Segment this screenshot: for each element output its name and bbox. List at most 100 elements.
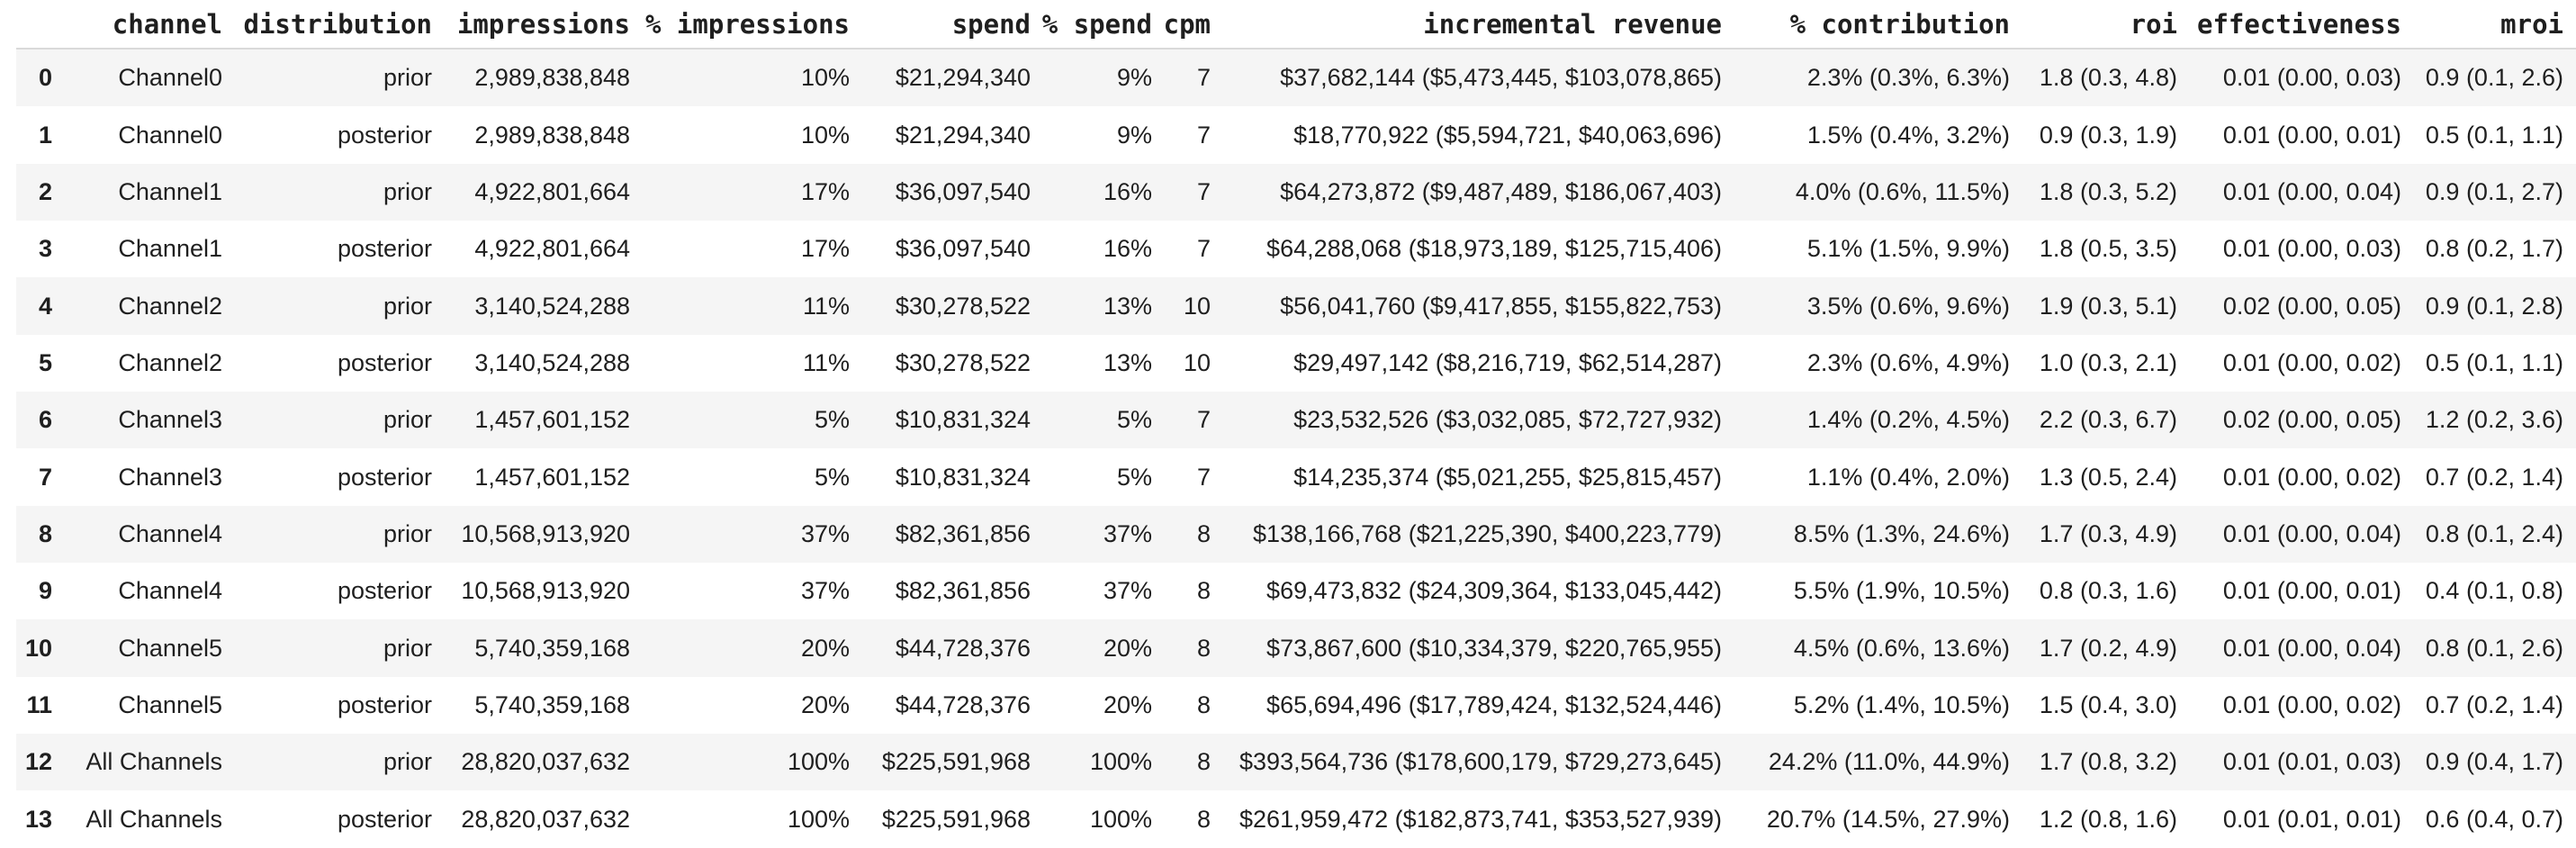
table-row: 1 Channel0 posterior 2,989,838,848 10% $21,29…: [16, 106, 2576, 163]
table-cell: 11%: [802, 292, 850, 320]
table-row: 2 Channel1 prior 4,922,801,664 17% $36,097,54…: [16, 163, 2576, 221]
table-cell: 7: [1196, 64, 1211, 92]
table-cell: 5,740,359,168: [474, 690, 630, 718]
column-header: impressions: [432, 0, 630, 50]
table-cell: 0.01 (0.00, 0.01): [2222, 577, 2401, 605]
table-cell: 8: [1196, 805, 1211, 833]
column-header: spend: [850, 0, 1031, 50]
table-cell: 5.5% (1.9%, 10.5%): [1793, 577, 2010, 605]
table-cell: 1.7 (0.3, 4.9): [2039, 519, 2177, 547]
header-row: channel distribution impressions% impressi…: [16, 0, 2576, 50]
table-cell: 9%: [1116, 121, 1152, 149]
table-row: 13 All Channels posterior 28,820,037,632 100…: [16, 790, 2576, 847]
column-header-index: [16, 0, 52, 50]
table-cell: 0.01 (0.00, 0.02): [2222, 348, 2401, 376]
table-cell: prior: [383, 64, 432, 92]
table-cell: 0.01 (0.00, 0.02): [2222, 690, 2401, 718]
table-cell: 1.5% (0.4%, 3.2%): [1806, 121, 2010, 149]
table-cell: 20%: [1103, 634, 1152, 662]
table-cell: prior: [383, 519, 432, 547]
table-row: 10 Channel5 prior 5,740,359,168 20% $44,728,3…: [16, 619, 2576, 677]
table-cell: $29,497,142 ($8,216,719, $62,514,287): [1293, 348, 1722, 376]
table-cell: posterior: [337, 348, 432, 376]
table-cell: 0.01 (0.01, 0.01): [2222, 805, 2401, 833]
table-cell: 8: [1196, 634, 1211, 662]
table-cell: $261,959,472 ($182,873,741, $353,527,939…: [1239, 805, 1722, 833]
table-cell: 2.3% (0.6%, 4.9%): [1806, 348, 2010, 376]
table-cell: 0.5 (0.1, 1.1): [2425, 121, 2563, 149]
table-cell: 7: [1196, 406, 1211, 434]
table-cell: 37%: [800, 519, 850, 547]
table-cell: 8: [1196, 519, 1211, 547]
table-cell: $18,770,922 ($5,594,721, $40,063,696): [1293, 121, 1722, 149]
row-index-cell: 1: [38, 121, 52, 149]
table-cell: 8.5% (1.3%, 24.6%): [1793, 519, 2010, 547]
table-cell: 20%: [1103, 690, 1152, 718]
table-cell: 0.01 (0.00, 0.02): [2222, 463, 2401, 491]
table-cell: 28,820,037,632: [461, 805, 630, 833]
row-index-cell: 5: [38, 348, 52, 376]
table-cell: All Channels: [86, 748, 222, 776]
table-cell: 1.3 (0.5, 2.4): [2039, 463, 2177, 491]
table-cell: 4.0% (0.6%, 11.5%): [1795, 177, 2010, 205]
table-cell: Channel2: [118, 292, 222, 320]
table-cell: 8: [1196, 577, 1211, 605]
row-index-cell: 10: [24, 634, 52, 662]
table-cell: 1.4% (0.2%, 4.5%): [1806, 406, 2010, 434]
table-cell: 1.9 (0.3, 5.1): [2039, 292, 2177, 320]
table-cell: $44,728,376: [895, 690, 1031, 718]
table-cell: 1,457,601,152: [474, 463, 630, 491]
table-cell: 13%: [1103, 348, 1152, 376]
table-cell: 0.5 (0.1, 1.1): [2425, 348, 2563, 376]
table-cell: Channel4: [118, 519, 222, 547]
table-body: 0 Channel0 prior 2,989,838,848 10% $21,294,34…: [16, 49, 2576, 848]
table-cell: $82,361,856: [895, 519, 1031, 547]
table-cell: All Channels: [86, 805, 222, 833]
table-cell: posterior: [337, 805, 432, 833]
table-cell: 17%: [800, 177, 850, 205]
column-header: % spend: [1031, 0, 1152, 50]
table-cell: 5.2% (1.4%, 10.5%): [1793, 690, 2010, 718]
table-cell: 1.5 (0.4, 3.0): [2039, 690, 2177, 718]
table-cell: 100%: [787, 748, 850, 776]
table-row: 12 All Channels prior 28,820,037,632 100% $22…: [16, 734, 2576, 791]
table-cell: 7: [1196, 177, 1211, 205]
table-cell: $56,041,760 ($9,417,855, $155,822,753): [1280, 292, 1722, 320]
table-cell: $69,473,832 ($24,309,364, $133,045,442): [1266, 577, 1722, 605]
column-header: roi: [2010, 0, 2177, 50]
table-cell: 0.02 (0.00, 0.05): [2222, 292, 2401, 320]
table-cell: 2,989,838,848: [474, 64, 630, 92]
column-header: mroi: [2401, 0, 2576, 50]
column-header: channel: [52, 0, 222, 50]
table-cell: 5%: [814, 406, 850, 434]
table-cell: 37%: [800, 577, 850, 605]
row-index-cell: 12: [24, 748, 52, 776]
table-cell: prior: [383, 406, 432, 434]
table-cell: 4.5% (0.6%, 13.6%): [1793, 634, 2010, 662]
table-cell: Channel4: [118, 577, 222, 605]
table-cell: 1.1% (0.4%, 2.0%): [1806, 463, 2010, 491]
table-cell: 1.8 (0.3, 4.8): [2039, 64, 2177, 92]
table-cell: $64,273,872 ($9,487,489, $186,067,403): [1280, 177, 1722, 205]
table-cell: Channel0: [118, 121, 222, 149]
table-cell: 0.9 (0.1, 2.8): [2425, 292, 2563, 320]
table-cell: Channel3: [118, 463, 222, 491]
table-cell: $10,831,324: [895, 463, 1031, 491]
table-cell: 1.2 (0.8, 1.6): [2039, 805, 2177, 833]
table-cell: 8: [1196, 690, 1211, 718]
table-cell: 10%: [800, 64, 850, 92]
table-cell: 10: [1183, 292, 1211, 320]
table-cell: 10: [1183, 348, 1211, 376]
table-cell: $138,166,768 ($21,225,390, $400,223,779): [1253, 519, 1722, 547]
table-row: 3 Channel1 posterior 4,922,801,664 17% $36,09…: [16, 221, 2576, 277]
table-cell: prior: [383, 177, 432, 205]
table-cell: 20.7% (14.5%, 27.9%): [1766, 805, 2010, 833]
table-cell: 0.01 (0.00, 0.03): [2222, 235, 2401, 263]
row-index-cell: 2: [38, 177, 52, 205]
table-cell: 2.2 (0.3, 6.7): [2039, 406, 2177, 434]
table-cell: 4,922,801,664: [474, 177, 630, 205]
table-cell: 16%: [1103, 235, 1152, 263]
table-cell: 0.01 (0.00, 0.04): [2222, 519, 2401, 547]
table-cell: 0.9 (0.3, 1.9): [2039, 121, 2177, 149]
row-index-cell: 0: [38, 64, 52, 92]
